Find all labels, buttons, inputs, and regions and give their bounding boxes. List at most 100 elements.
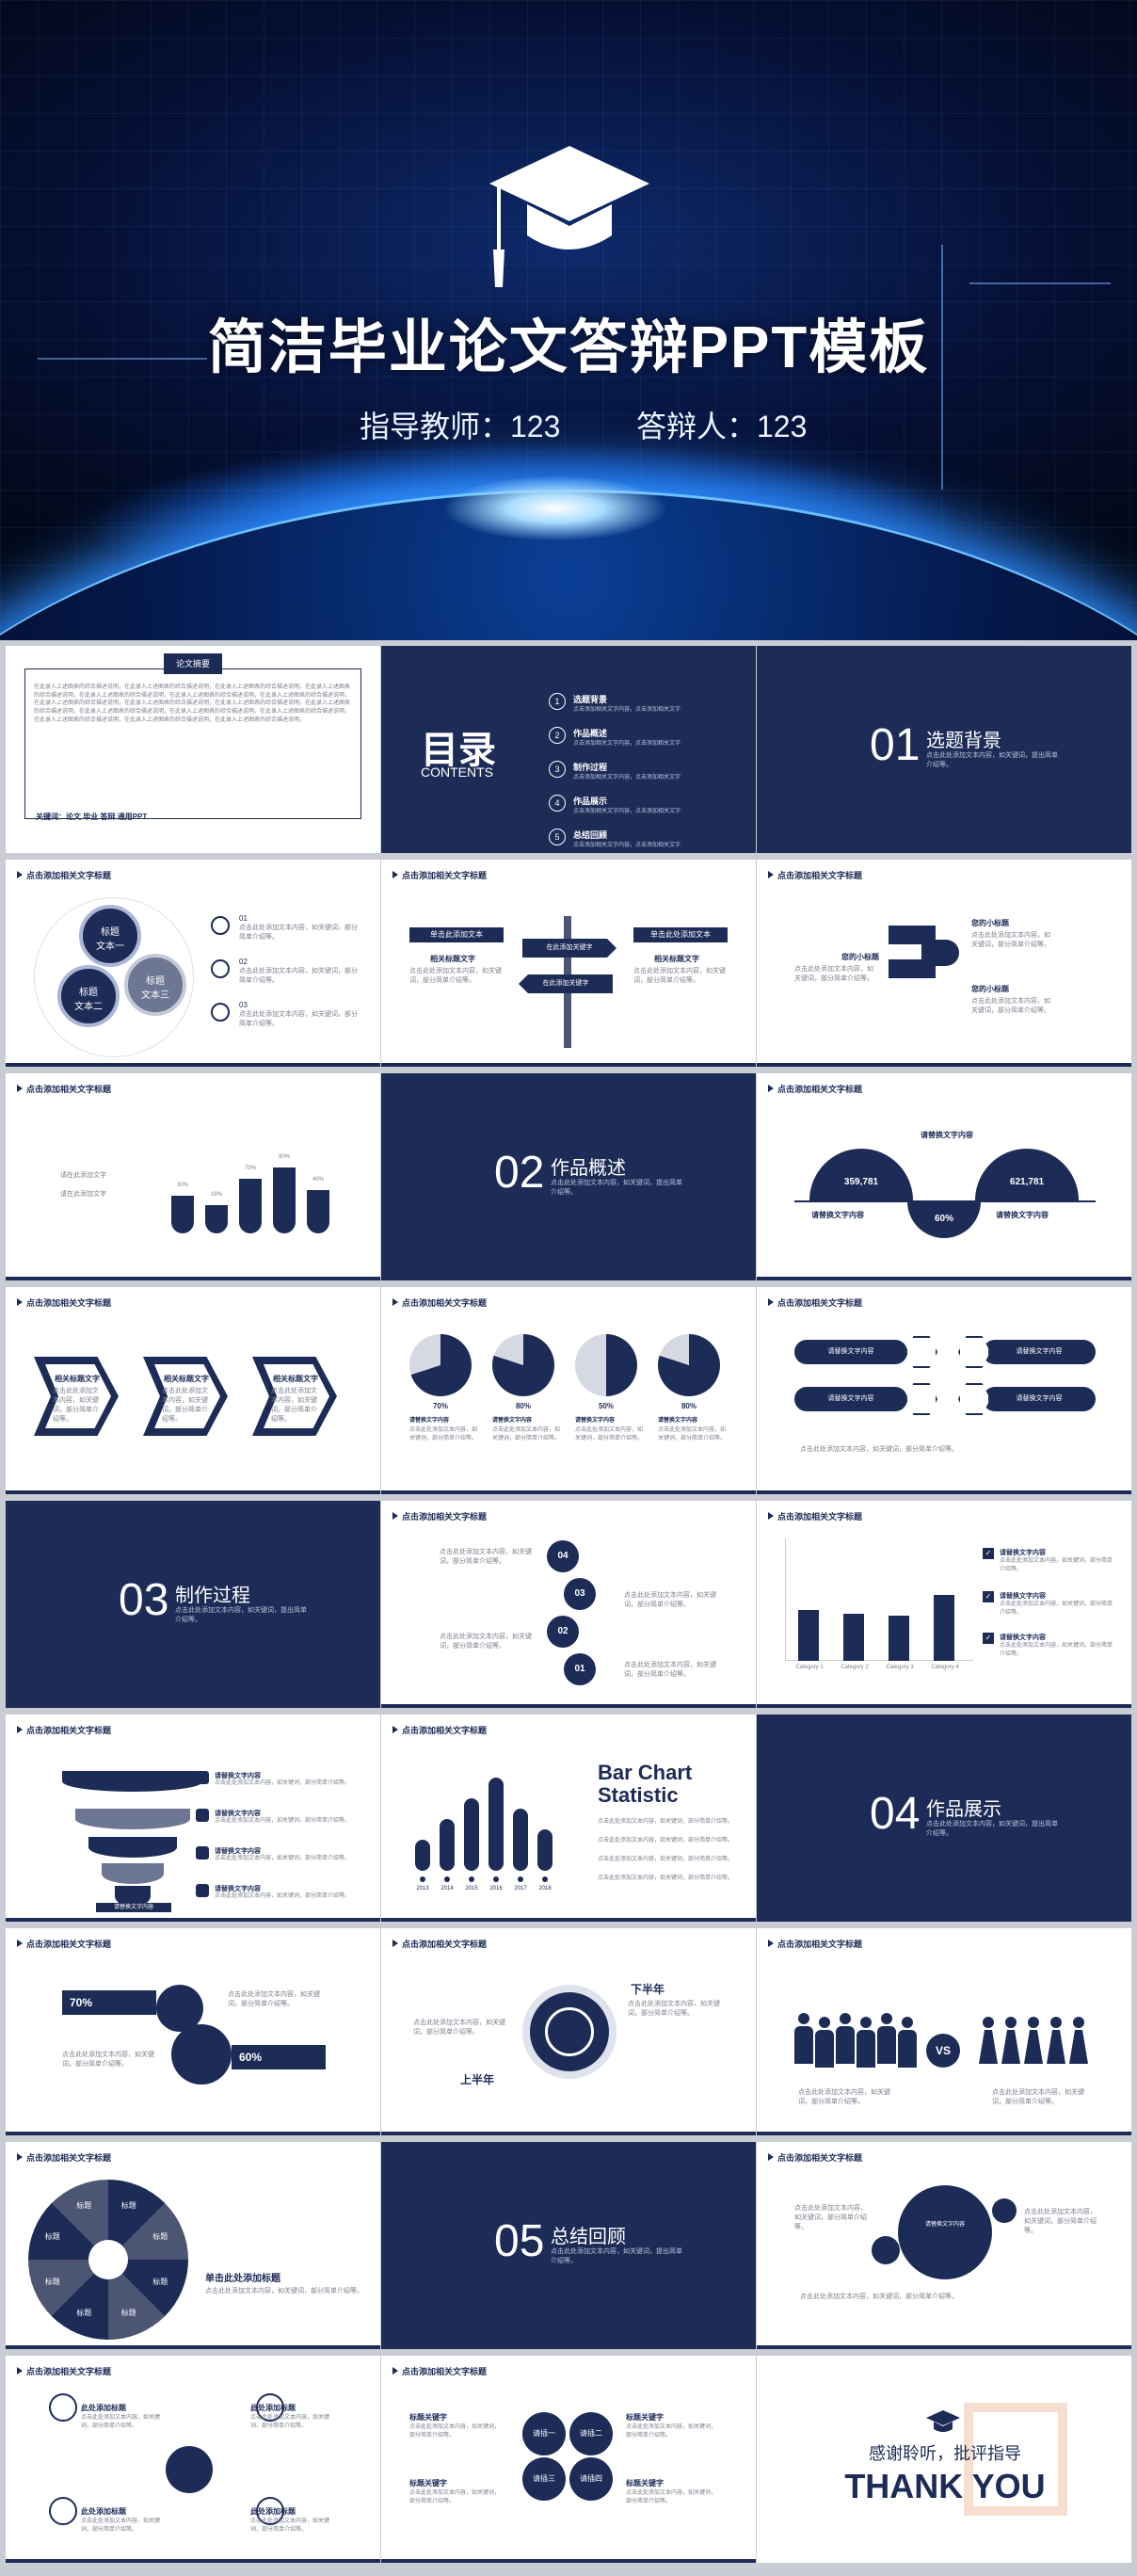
toc-item[interactable]: 作品概述: [573, 729, 608, 738]
node-icon: [256, 2393, 284, 2422]
label-left: 上半年: [460, 2073, 495, 2086]
pill[interactable]: 请替换文字内容: [794, 1340, 907, 1364]
hex-title: 相关标题文字: [164, 1375, 209, 1383]
key-circle: 请插二: [569, 2412, 613, 2455]
slide-section-01[interactable]: 01 选题背景 点击此处添加文本内容，如关键词，提出简单介绍等。: [757, 646, 1131, 853]
stat-bar: 70%: [62, 1990, 156, 2015]
person-icon: [798, 2013, 809, 2024]
slide-three-circles[interactable]: 点击添加相关文字标题 标题 文本一 标题 文本二 标题 文本三 01 点击此处添加…: [6, 860, 380, 1067]
slide-signpost[interactable]: 点击添加相关文字标题 单击此添加文本 单击此处添加文本 相关标题文字 相关标题文…: [381, 860, 756, 1067]
keyword-title: 标题关键字: [626, 2413, 664, 2422]
funnel-layer: [102, 1863, 164, 1884]
slide-funnel[interactable]: 点击添加相关文字标题 请替换文字内容 点击此处添加文本内容，如关键词，部分简单介绍…: [6, 1715, 380, 1922]
wheel-label: 标题: [120, 2200, 136, 2210]
hex-icon: [958, 1336, 990, 1368]
note: 请在此添加文字: [60, 1172, 106, 1179]
slide-hexagons[interactable]: 点击添加相关文字标题 相关标题文字 点击此处添加文本内容，如关键词，部分简单介绍等…: [6, 1287, 380, 1494]
slide-network[interactable]: 点击添加相关文字标题 此处添加标题 点击此处添加文本内容，如关键词，部分简单介绍等…: [6, 2356, 380, 2563]
funnel-layer: [62, 1771, 203, 1792]
abstract-body: 在此录入上述图表的综合描述说明，在此录入上述图表的综合描述说明，在此录入上述图表…: [34, 684, 351, 723]
slide-clock[interactable]: 点击添加相关文字标题 下半年 上半年 点击此处添加文本内容，如关键词，部分简单介…: [381, 1928, 756, 2135]
gear-icon: [171, 2024, 232, 2085]
cover-flare: [442, 475, 668, 541]
circle-title-1: 标题 文本一: [79, 905, 141, 967]
list-number: 03: [239, 1001, 248, 1009]
ribbon-node: 04: [547, 1540, 579, 1572]
ribbon-node: 01: [564, 1653, 596, 1685]
slide-hex-buttons[interactable]: 点击添加相关文字标题 请替换文字内容 请替换文字内容 请替换文字内容 请替换文字内容 …: [757, 1287, 1131, 1494]
slide-column-chart[interactable]: 点击添加相关文字标题 Category 1 Category 2 Category …: [757, 1501, 1131, 1708]
graduation-cap-icon: [489, 146, 649, 287]
person-icon: [860, 2017, 872, 2028]
note: 请在此添加文字: [60, 1191, 106, 1198]
stat-mid: 60%: [907, 1200, 981, 1238]
section-title: 作品概述: [551, 1158, 626, 1179]
pie: [409, 1334, 472, 1396]
slide-thanks[interactable]: 感谢聆听，批评指导 THANK YOU: [757, 2356, 1131, 2563]
graduation-cap-icon: [926, 2410, 960, 2432]
node-icon: [49, 2393, 77, 2422]
toc-number: 5: [549, 829, 566, 845]
cover-slide[interactable]: 简洁毕业论文答辩PPT模板 指导教师：123 答辩人：123: [0, 0, 1137, 640]
slide-header: 点击添加相关文字标题: [17, 869, 111, 881]
toc-item[interactable]: 作品展示: [573, 797, 608, 806]
pie: [492, 1334, 554, 1396]
toc-item[interactable]: 总结回顾: [573, 830, 608, 840]
slide-section-05[interactable]: 05 总结回顾 点击此处添加文本内容，如关键词，提出简单介绍等。: [381, 2142, 756, 2349]
cover-defender: 答辩人：123: [636, 410, 808, 443]
center-bubble: [898, 2185, 992, 2279]
toc-item[interactable]: 制作过程: [573, 763, 608, 772]
hex-number: 01: [96, 1389, 106, 1398]
person-icon: [902, 2017, 913, 2028]
slide-bar-icons[interactable]: 点击添加相关文字标题 请在此添加文字 请在此添加文字 30% 18% 70% 90% 4…: [6, 1073, 380, 1280]
pill[interactable]: 请替换文字内容: [983, 1340, 1096, 1364]
toc-number: 2: [549, 727, 566, 744]
list-text: 点击此处添加文本内容，如关键词，部分简单介绍等。: [239, 1011, 358, 1028]
slide-four-circles[interactable]: 点击添加相关文字标题 请插一 请插二 请插三 请插四 标题关键字 点击此处添加文本内容，如…: [381, 2356, 756, 2563]
column: [843, 1614, 864, 1661]
slide-semicircles[interactable]: 点击添加相关文字标题 359,781 621,781 60% 请替换文字内容 请…: [757, 1073, 1131, 1280]
slide-wheel[interactable]: 点击添加相关文字标题 标题 标题 标题 标题 标题 标题 标题 标题 单击此处添加标题 点击此…: [6, 2142, 380, 2349]
slide-people-vs[interactable]: 点击添加相关文字标题 VS 点击此处添加文本内容，如关键词，部分简单介绍等。 点…: [757, 1928, 1131, 2135]
section-number: 02: [494, 1148, 545, 1198]
keyword-title: 标题关键字: [409, 2413, 447, 2422]
check-icon: ✓: [983, 1633, 994, 1644]
slide-ribbon[interactable]: 点击添加相关文字标题 04 03 02 01 点击此处添加文本内容，如关键词，部分简单…: [381, 1501, 756, 1708]
wheel-label: 标题: [76, 2200, 92, 2210]
slide-bubble[interactable]: 点击添加相关文字标题 请替换文字内容 点击此处添加文本内容，如关键词，部分简单介…: [757, 2142, 1131, 2349]
slide-abstract[interactable]: 论文摘要 在此录入上述图表的综合描述说明，在此录入上述图表的综合描述说明，在此录…: [6, 646, 380, 853]
thanks-cn: 感谢聆听，批评指导: [869, 2444, 1021, 2463]
right-title: 单击此处添加文本: [633, 927, 728, 942]
toc-item[interactable]: 选题背景: [573, 695, 608, 704]
bar: [273, 1167, 296, 1233]
key-circle: 请插一: [522, 2412, 566, 2455]
person-icon: [1050, 2017, 1062, 2028]
key-circle: 请插三: [522, 2457, 566, 2501]
slide-section-02[interactable]: 02 作品概述 点击此处添加文本内容，如关键词，提出简单介绍等。: [381, 1073, 756, 1280]
section-desc: 点击此处添加文本内容，如关键词，提出简单介绍等。: [926, 752, 1058, 768]
slide-branches[interactable]: 点击添加相关文字标题 您的小标题 您的小标题 您的小标题 点击此处添加文本内容，…: [757, 860, 1131, 1067]
cover-advisor: 指导教师：123: [360, 410, 561, 443]
pill[interactable]: 请替换文字内容: [794, 1387, 907, 1411]
slide-section-04[interactable]: 04 作品展示 点击此处添加文本内容，如关键词，提出简单介绍等。: [757, 1715, 1131, 1922]
person-icon: [1005, 2017, 1017, 2028]
toc-desc: 点击添加相关文字内容，点击添加相关文字: [573, 707, 681, 713]
slide-bar-statistic[interactable]: 点击添加相关文字标题 2013 2014 2015 2016 2017 2018 Bar …: [381, 1715, 756, 1922]
slide-toc[interactable]: 目录 CONTENTS 1 选题背景 点击添加相关文字内容，点击添加相关文字 2 作品概…: [381, 646, 756, 853]
pie-pct: 70%: [432, 1402, 448, 1410]
bar: [171, 1196, 194, 1233]
lightbulb-icon: [166, 2446, 213, 2493]
pill[interactable]: 请替换文字内容: [983, 1387, 1096, 1411]
circuit-line: [38, 358, 207, 360]
toc-desc: 点击添加相关文字内容，点击添加相关文字: [573, 775, 681, 781]
slide-pies[interactable]: 点击添加相关文字标题 70% 请替换文字内容 点击此处添加文本内容，如关键词，部分简…: [381, 1287, 756, 1494]
slide-section-03[interactable]: 03 制作过程 点击此处添加文本内容，如关键词，提出简单介绍等。: [6, 1501, 380, 1708]
check-icon: ✓: [983, 1591, 994, 1602]
seal-stamp: [964, 2403, 1067, 2516]
column: [798, 1610, 819, 1661]
toc-subtitle: CONTENTS: [421, 765, 493, 780]
toc-number: 4: [549, 795, 566, 812]
slide-gears[interactable]: 点击添加相关文字标题 70% 60% 点击此处添加文本内容，如关键词，部分简单介…: [6, 1928, 380, 2135]
sign-arrow: 在此添加关键字: [522, 939, 617, 958]
